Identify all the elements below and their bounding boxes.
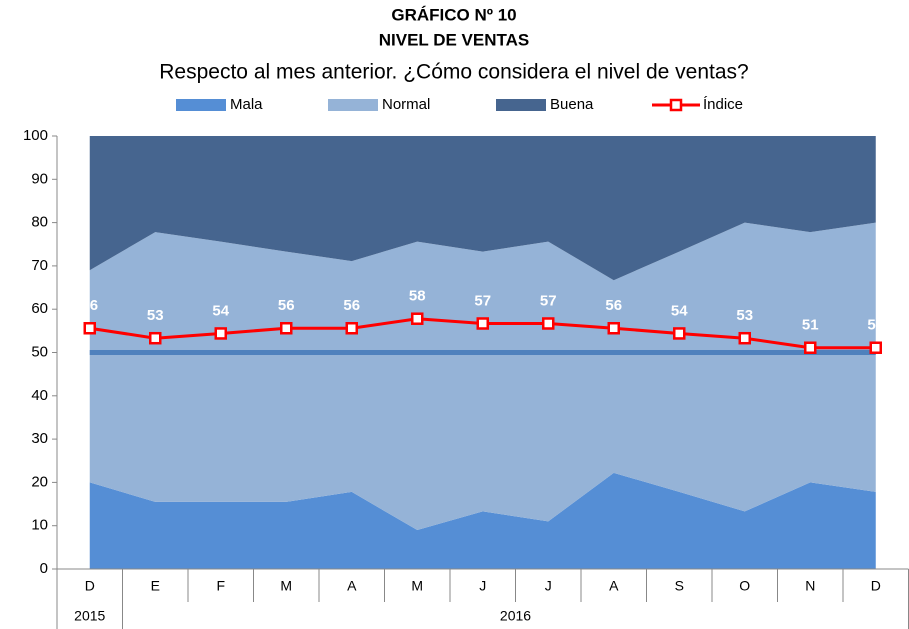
- data-label: 56: [605, 297, 622, 314]
- x-tick-label: J: [479, 578, 486, 594]
- index-marker: [411, 312, 424, 325]
- y-tick-label: 30: [31, 430, 48, 447]
- y-tick-label: 70: [31, 257, 48, 274]
- y-tick-label: 10: [31, 517, 48, 534]
- index-marker: [149, 331, 162, 345]
- legend-label: Mala: [230, 96, 263, 113]
- legend-label: Normal: [382, 96, 430, 113]
- y-tick-label: 0: [40, 560, 48, 577]
- index-marker: [214, 327, 227, 340]
- legend-marker: [669, 98, 683, 112]
- legend-swatch: [328, 99, 378, 111]
- chart-title: GRÁFICO Nº 10: [391, 5, 516, 24]
- data-label: 56: [343, 297, 360, 314]
- index-marker: [804, 341, 817, 354]
- y-tick-label: 80: [31, 214, 48, 231]
- group-label: 2016: [500, 608, 531, 624]
- index-marker: [345, 322, 358, 335]
- data-label: 53: [147, 307, 164, 324]
- x-tick-label: O: [739, 578, 750, 594]
- y-tick-label: 100: [23, 127, 48, 144]
- legend-swatch: [496, 99, 546, 111]
- x-tick-label: D: [871, 578, 881, 594]
- y-tick-label: 90: [31, 170, 48, 187]
- x-tick-label: E: [151, 578, 160, 594]
- legend-label: Índice: [703, 96, 743, 113]
- data-label: 51: [802, 317, 819, 334]
- x-tick-label: A: [347, 578, 357, 594]
- x-tick-label: M: [280, 578, 292, 594]
- data-label: 56: [81, 297, 98, 314]
- data-label: 53: [736, 307, 753, 324]
- index-marker: [280, 322, 293, 335]
- x-tick-label: F: [216, 578, 225, 594]
- legend-swatch: [176, 99, 226, 111]
- data-label: 58: [409, 288, 426, 305]
- x-tick-label: J: [545, 578, 552, 594]
- area: [89, 222, 876, 531]
- index-marker: [542, 317, 555, 330]
- group-label: 2015: [74, 608, 105, 624]
- area: [89, 472, 876, 569]
- data-label: 51: [867, 317, 884, 334]
- index-marker: [607, 322, 620, 335]
- x-tick-label: M: [411, 578, 423, 594]
- data-label: 54: [212, 302, 229, 319]
- data-label: 54: [671, 302, 688, 319]
- index-marker: [738, 331, 751, 345]
- chart-question: Respecto al mes anterior. ¿Cómo consider…: [159, 61, 748, 84]
- x-tick-label: A: [609, 578, 619, 594]
- x-tick-label: D: [85, 578, 95, 594]
- y-tick-label: 20: [31, 473, 48, 490]
- y-tick-label: 60: [31, 300, 48, 317]
- index-marker: [476, 317, 489, 330]
- chart-subtitle: NIVEL DE VENTAS: [379, 30, 530, 49]
- legend-label: Buena: [550, 96, 594, 113]
- data-label: 57: [540, 292, 557, 309]
- index-marker: [869, 341, 882, 354]
- x-tick-label: S: [675, 578, 684, 594]
- y-tick-label: 40: [31, 387, 48, 404]
- data-label: 57: [474, 292, 491, 309]
- area: [89, 136, 876, 281]
- y-tick-label: 50: [31, 343, 48, 360]
- index-marker: [83, 322, 96, 335]
- data-label: 56: [278, 297, 295, 314]
- index-marker: [673, 327, 686, 340]
- x-tick-label: N: [805, 578, 815, 594]
